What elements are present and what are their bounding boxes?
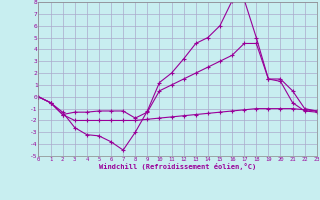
X-axis label: Windchill (Refroidissement éolien,°C): Windchill (Refroidissement éolien,°C)	[99, 163, 256, 170]
